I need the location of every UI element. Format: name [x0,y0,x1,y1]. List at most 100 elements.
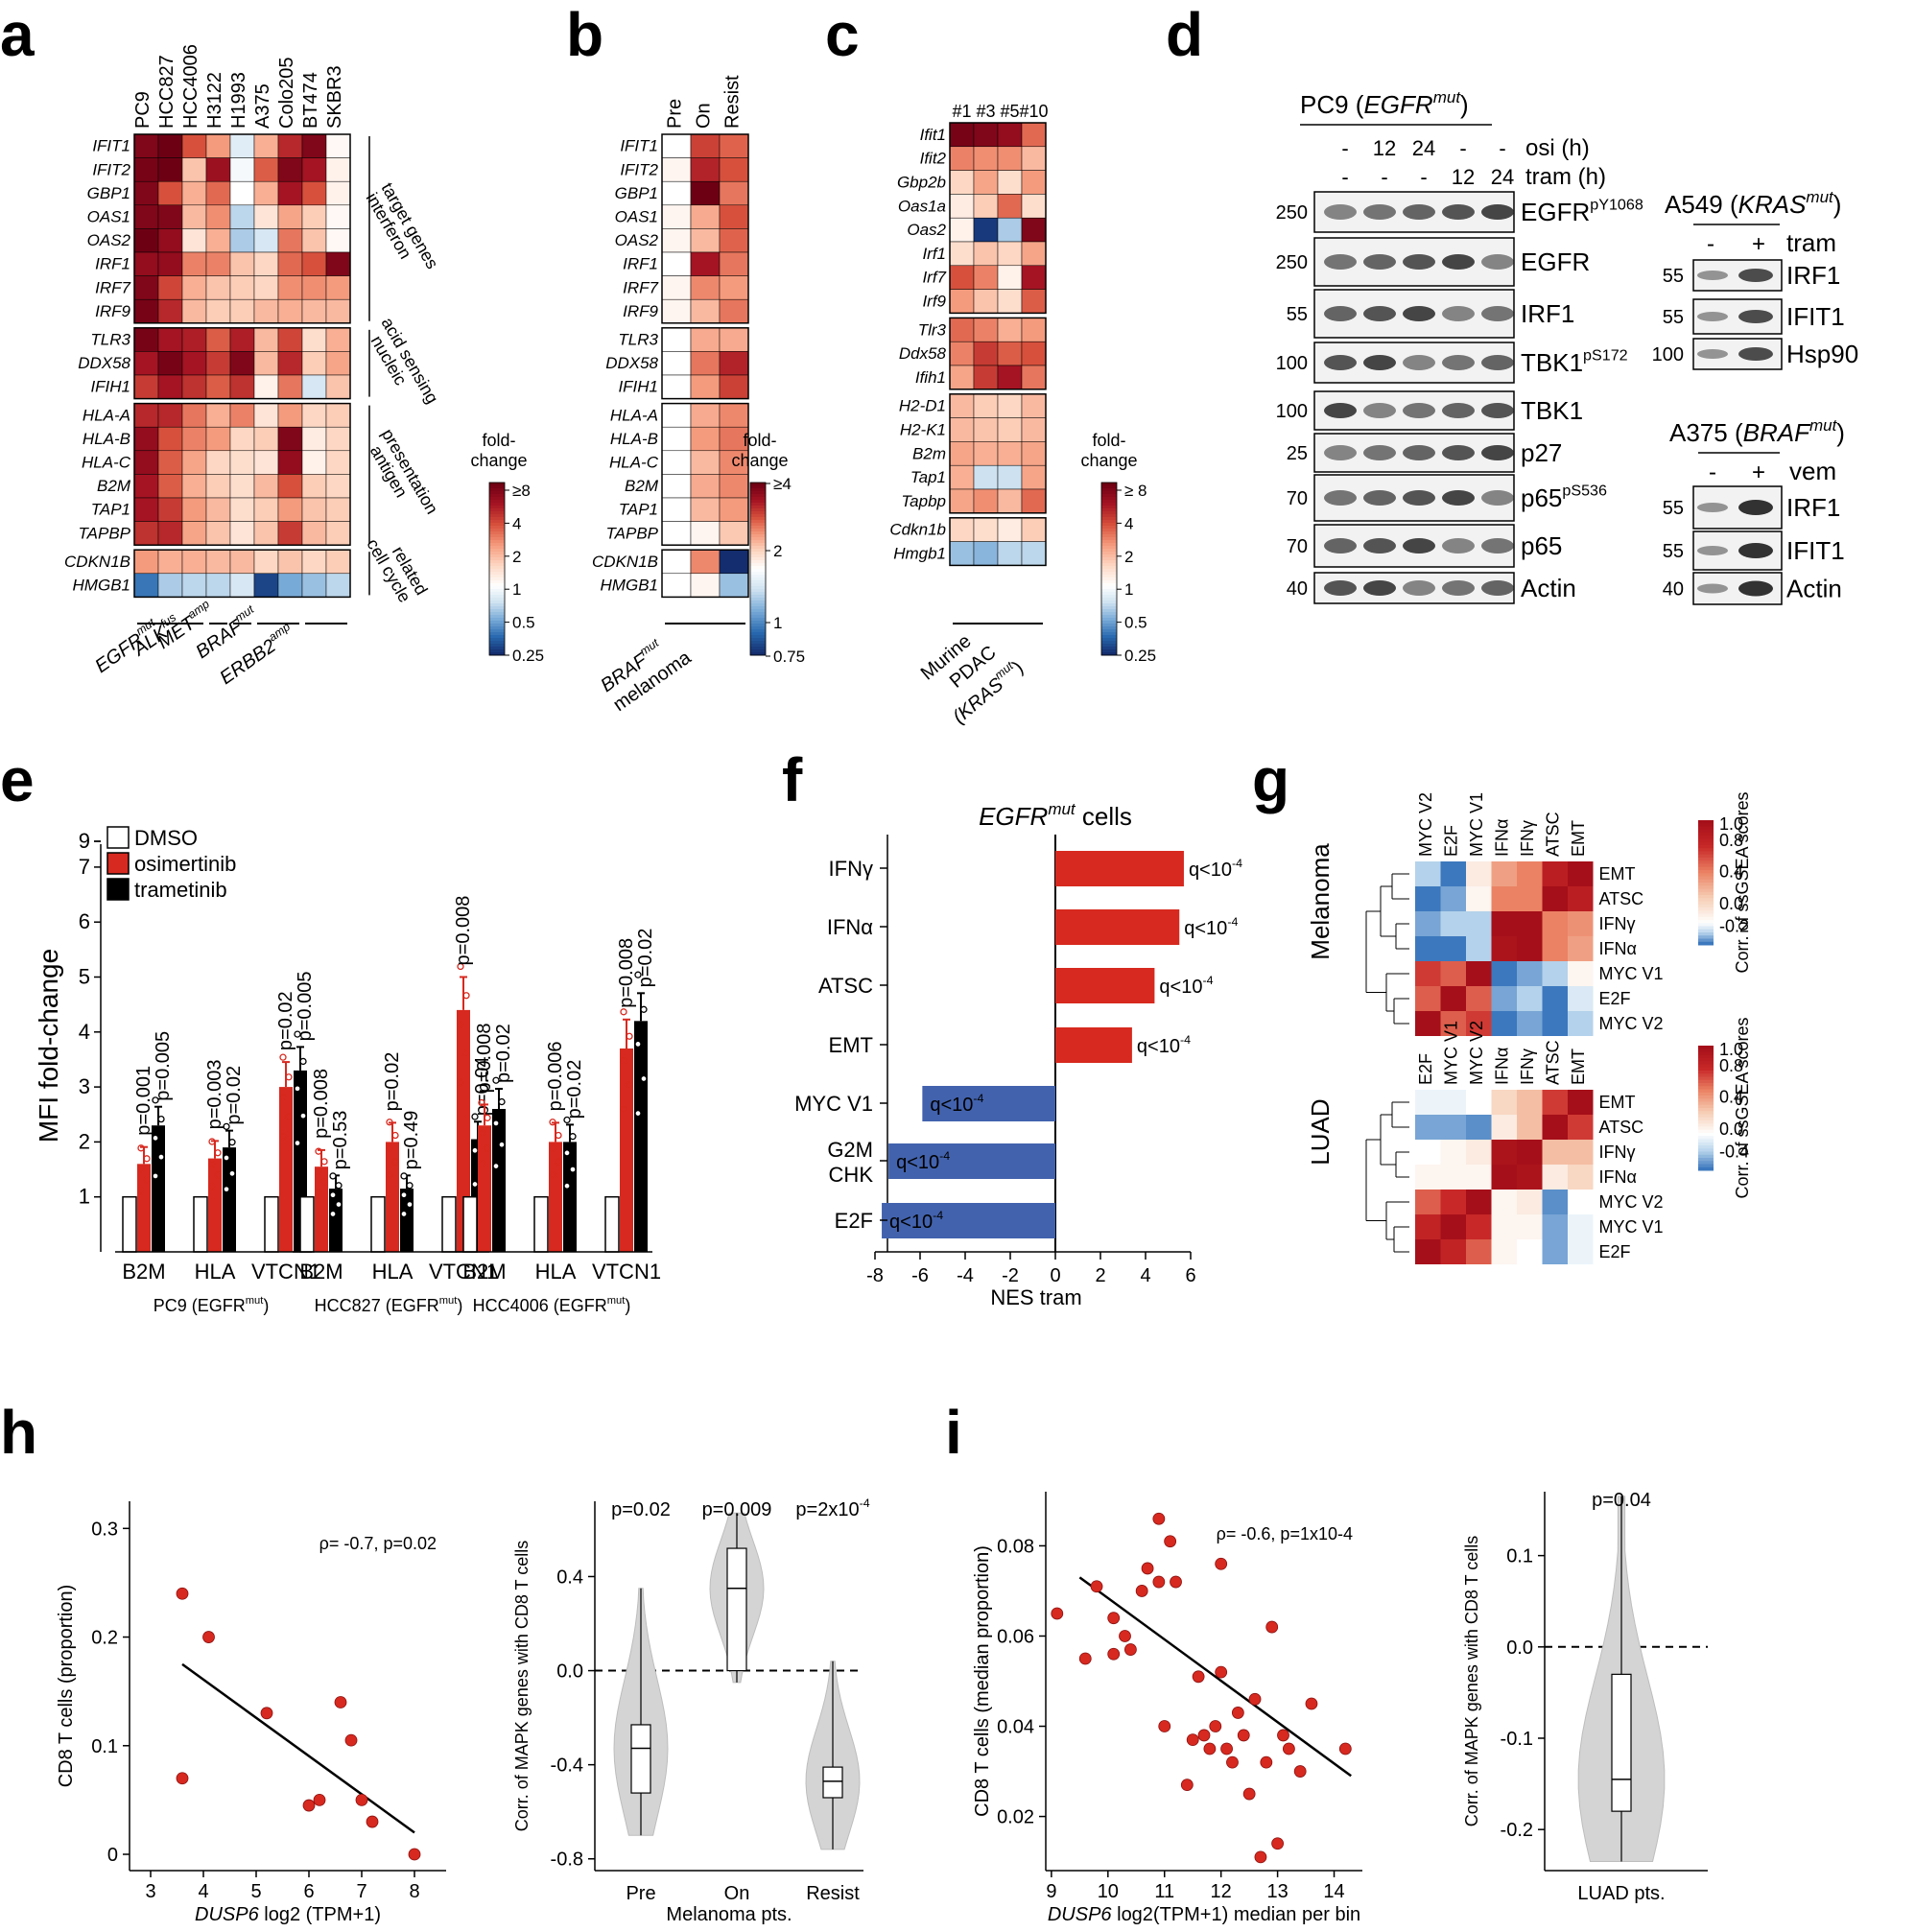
colorbar-swatch [489,546,505,550]
colorbar-swatch [1101,531,1117,535]
gene-label: IFIH1 [90,378,130,396]
heatmap-cell [661,180,692,206]
heatmap-cell [229,374,255,399]
g-column-label: IFNα [1493,1048,1512,1085]
f-x-tick-label: -4 [957,1265,974,1286]
colorbar-swatch [750,531,766,535]
colorbar-swatch [489,485,505,489]
colorbar-swatch [1101,494,1117,498]
blot-band [1697,312,1728,321]
heatmap-cell [277,351,303,376]
colorbar-swatch [489,586,505,590]
colorbar-swatch [1101,601,1117,604]
e-point-tram [223,1154,230,1162]
colorbar-swatch [750,598,766,601]
colorbar-tick-label: 0.75 [773,648,805,666]
g-heatmap-cell [1542,1239,1568,1264]
heatmap-cell [205,351,231,376]
colorbar-swatch [750,554,766,558]
colorbar-swatch [750,589,766,593]
blot-mw-marker: 55 [1663,541,1684,562]
g-heatmap-cell [1491,936,1517,961]
colorbar-swatch [1101,618,1117,622]
heatmap-cell [719,251,749,276]
g-heatmap-cell [1440,986,1466,1011]
heatmap-cell [181,426,207,452]
colorbar-swatch [750,560,766,564]
heatmap-cell [253,327,279,352]
gene-label: H2-K1 [900,420,946,438]
e-point-tram [228,1169,236,1177]
panel-label-f: f [782,745,803,814]
heatmap-cell [277,251,303,276]
g-column-label: MYC V2 [1416,792,1435,857]
e-point-tram [400,1191,408,1199]
f-category-label: EMT [829,1033,873,1057]
colorbar-swatch [750,494,766,498]
heatmap-cell [277,573,303,598]
heatmap-cell [973,464,999,490]
colorbar-swatch [1101,595,1117,599]
colorbar-swatch [1101,575,1117,578]
column-label: H1993 [228,72,249,129]
heatmap-cell [253,573,279,598]
tram-timepoint: 12 [1452,165,1475,189]
e-point-tram [329,1172,337,1180]
heatmap-cell [181,204,207,229]
heatmap-cell [253,157,279,182]
heatmap-cell [325,450,351,475]
h-violin-x-label: Melanoma pts. [666,1904,792,1925]
e-point-tram [640,1005,648,1013]
column-label: Pre [665,99,686,129]
e-point-tram [335,1200,343,1209]
g-heatmap-cell [1542,1115,1568,1140]
g-heatmap-cell [1542,861,1568,886]
g-heatmap-cell [1466,1011,1492,1036]
blot-band [1403,204,1435,220]
heatmap-cell [133,474,159,499]
colorbar-swatch [489,580,505,584]
column-label: PC9 [132,91,154,129]
h-scatter-x-tick-label: 3 [145,1881,155,1902]
i-scatter-data-point [1254,1850,1267,1864]
heatmap-cell [1021,417,1047,442]
a549-treatment: tram [1786,228,1836,257]
heatmap-cell [719,374,749,399]
gene-label: IFIT1 [92,137,130,155]
g-colorbar-swatch [1698,1067,1714,1072]
i-violin-y-tick-label: 0.1 [1506,1546,1533,1567]
f-bar [1055,968,1155,1003]
g-heatmap-cell [1415,1214,1441,1239]
e-point-tram [152,1172,159,1180]
colorbar-swatch [1101,624,1117,627]
colorbar-swatch [750,626,766,630]
g-colorbar-swatch [1698,1120,1714,1124]
e-point-tram [569,1166,577,1173]
h-scatter-x-tick-label: 7 [356,1881,366,1902]
g-heatmap-cell [1542,1165,1568,1190]
e-point-osi [208,1138,216,1145]
g-colorbar-swatch [1698,932,1714,936]
column-label: On [694,103,715,129]
f-q-annotation: q<10-4 [1159,974,1213,998]
g-colorbar-swatch [1698,929,1714,933]
heatmap-cell [661,374,692,399]
osi-timepoint: - [1499,136,1505,160]
heatmap-cell [301,204,327,229]
heatmap-group-box [661,402,749,546]
heatmap-cell [690,521,721,546]
blot-band [1481,254,1514,270]
f-bar [1055,909,1180,945]
e-point-osi [214,1171,222,1179]
f-x-tick-label: -2 [1002,1265,1019,1286]
blot-protein-label: EGFR [1521,247,1590,276]
e-y-tick-label: 4 [79,1020,90,1044]
blot-band [1738,347,1773,361]
heatmap-cell [690,403,721,428]
colorbar-swatch [1101,572,1117,576]
gene-label: Tlr3 [918,320,947,339]
g-column-label: ATSC [1544,1040,1563,1085]
e-point-tram [406,1182,414,1190]
g-colorbar-swatch [1698,910,1714,914]
g-column-label: IFNγ [1518,820,1537,857]
